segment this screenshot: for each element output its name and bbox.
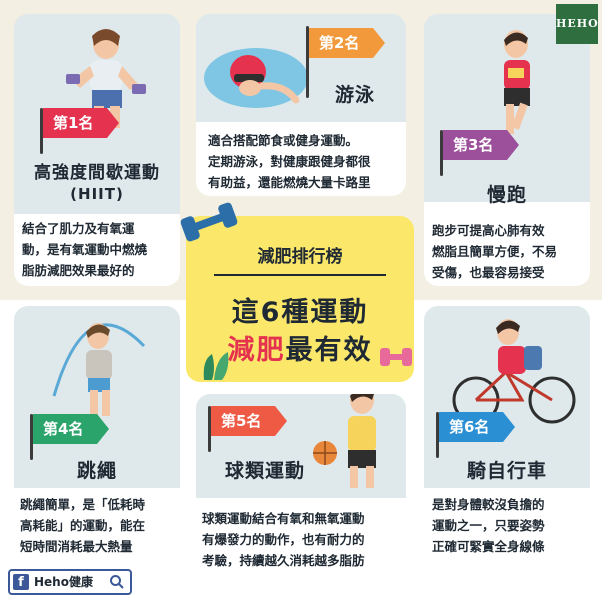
heho-logo: HEHO [556,4,598,44]
rank-card-3: 第3名 慢跑 跑步可提高心肺有效 燃脂且簡單方便，不易 受傷，也最容易接受 [424,14,590,286]
cyclist-illustration [452,319,576,424]
rank-flag-2: 第2名 [309,28,386,58]
rank-title-5: 球類運動 [224,460,305,482]
rank-desc-2: 適合搭配節食或健身運動。 定期游泳，對健康跟健身都很 有助益，還能燃燒大量卡路里 [208,133,371,190]
rank-label-5: 第5名 [221,412,262,430]
center-headline-line1: 這6種運動 [231,297,369,328]
rank-card-5: 第5名 球類運動 球類運動結合有氧和無氧運動 有爆發力的動作，也有耐力的 考驗，… [196,394,406,584]
dumbbell-icon [180,202,238,242]
center-headline-line2: 減肥最有效 [186,328,414,367]
facebook-page-name: Heho健康 [34,575,93,589]
rank-title-2: 游泳 [334,84,375,106]
rank-card-6: 第6名 騎自行車 是對身體較沒負擔的 運動之一，只要姿勢 正確可緊實全身線條 [424,306,590,578]
rank-label-4: 第4名 [43,420,84,438]
rank-flag-5: 第5名 [211,406,288,436]
rank-flag-1: 第1名 [43,108,120,138]
rank-card-4: 第4名 跳繩 跳繩簡單，是「低耗時 高耗能」的運動，能在 短時間消耗最大熱量 [14,306,180,578]
rank-desc-3: 跑步可提高心肺有效 燃脂且簡單方便，不易 受傷，也最容易接受 [432,223,558,280]
rank-title-4: 跳繩 [76,460,117,482]
rank-label-3: 第3名 [453,136,494,154]
rank-desc-4: 跳繩簡單，是「低耗時 高耗能」的運動，能在 短時間消耗最大熱量 [20,497,146,554]
facebook-page-search[interactable]: f Heho健康 [8,569,132,595]
rank-label-1: 第1名 [53,114,94,132]
basketball-player-illustration [348,394,376,488]
rank-flag-3: 第3名 [443,130,520,160]
basketball-icon [313,441,337,465]
rank-title-1: 高強度間歇運動 (HIIT) [34,163,160,203]
rank-card-1: 第1名 高強度間歇運動 (HIIT) 結合了肌力及有氧運 動，是有氧運動中燃燒 … [14,14,180,286]
small-dumbbell-icon [380,348,412,366]
rank-flag-4: 第4名 [33,414,110,444]
rank-title-6: 騎自行車 [466,460,547,482]
plant-icon [203,352,229,380]
jogger-illustration [504,30,530,134]
rank-desc-6: 是對身體較沒負擔的 運動之一，只要姿勢 正確可緊實全身線條 [432,497,545,554]
rank-flag-6: 第6名 [439,412,516,442]
center-subtitle: 減肥排行榜 [257,247,343,267]
search-icon[interactable] [109,574,125,590]
facebook-f-icon: f [13,574,29,590]
rank-desc-5: 球類運動結合有氧和無氧運動 有爆發力的動作，也有耐力的 考驗，持續越久消耗越多脂… [202,511,365,568]
rank-label-6: 第6名 [449,418,490,436]
swimmer-illustration [204,48,308,108]
rank-card-2: 第2名 游泳 適合搭配節食或健身運動。 定期游泳，對健康跟健身都很 有助益，還能… [196,14,406,196]
rank-desc-1: 結合了肌力及有氧運 動，是有氧運動中燃燒 脂肪減肥效果最好的 [22,221,148,278]
center-headline-card: 減肥排行榜 這6種運動 減肥最有效 [180,202,414,382]
jump-rope-illustration [52,323,146,416]
rank-title-3: 慢跑 [486,184,527,206]
center-headline-rest: 最有效 [285,335,373,366]
rank-label-2: 第2名 [319,34,360,52]
center-divider [214,274,386,276]
center-headline-accent: 減肥 [227,335,286,366]
